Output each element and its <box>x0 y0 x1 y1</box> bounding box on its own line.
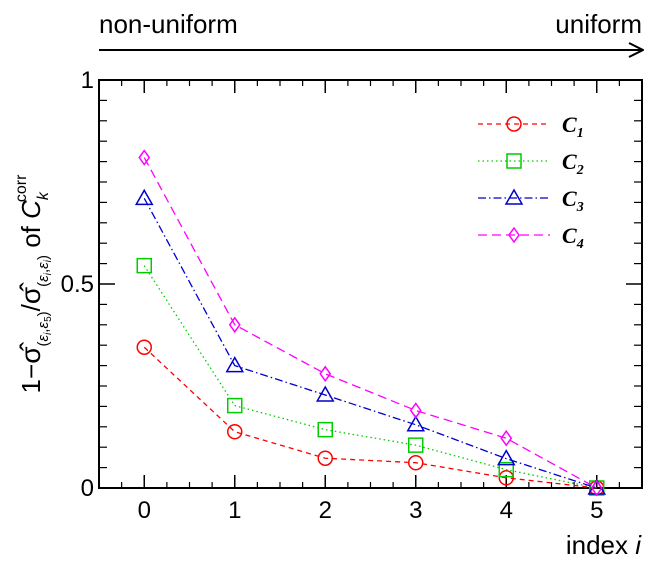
series-C1 <box>136 339 605 496</box>
legend-entry-C1: C1 <box>478 112 584 141</box>
x-axis-label: index i <box>566 530 642 560</box>
legend-label: C2 <box>562 149 584 178</box>
legend: C1 C2 C3 C4 <box>478 112 584 252</box>
y-tick-label: 1 <box>81 67 94 94</box>
data-point <box>408 454 424 471</box>
legend-label: C3 <box>562 186 584 215</box>
x-tick-label: 2 <box>319 497 332 524</box>
data-point <box>317 450 333 466</box>
plot-frame <box>98 79 643 489</box>
legend-label: C1 <box>562 112 584 141</box>
series-line <box>143 157 598 489</box>
legend-marker <box>506 153 522 169</box>
data-point <box>317 421 333 438</box>
data-point <box>319 365 332 383</box>
series-line <box>143 346 597 489</box>
y-axis-label: 1−σ̂(εi,ε5)/σ̂(εi,εi) of Ckcorr <box>13 174 54 394</box>
data-point <box>498 461 514 478</box>
legend-label: C4 <box>562 223 584 252</box>
legend-marker <box>508 226 520 244</box>
data-point <box>315 385 335 402</box>
axes: 0 1 2 3 4 5 0 0.5 1 <box>61 67 643 524</box>
data-point <box>228 316 241 334</box>
x-tick-label: 4 <box>500 497 513 524</box>
data-point <box>136 339 152 355</box>
data-point <box>138 149 151 166</box>
y-tick-label: 0.5 <box>61 271 94 298</box>
series-C2 <box>136 257 605 496</box>
series-C4 <box>138 149 603 497</box>
data-point <box>496 449 516 466</box>
data-point <box>409 402 422 419</box>
arrow-left-label: non-uniform <box>99 9 238 39</box>
data-point <box>408 437 424 453</box>
y-tick-label: 0 <box>81 475 94 502</box>
data-point <box>227 397 243 414</box>
series-line <box>143 198 597 489</box>
series-C3 <box>134 188 607 495</box>
x-tick-label: 3 <box>409 497 422 524</box>
x-tick-label: 1 <box>228 497 241 524</box>
series-line <box>143 265 597 489</box>
legend-entry-C2: C2 <box>478 149 584 178</box>
data-point <box>590 479 603 497</box>
data-point <box>498 470 514 486</box>
data-point <box>134 188 154 206</box>
data-point <box>227 423 243 440</box>
data-point <box>225 356 245 373</box>
legend-entry-C4: C4 <box>478 223 584 252</box>
svg-text:1−σ̂(εi,ε5)/σ̂(εi,εi) of Ckcor: 1−σ̂(εi,ε5)/σ̂(εi,εi) of Ckcorr <box>13 174 54 394</box>
legend-marker <box>506 116 522 132</box>
x-tick-label: 5 <box>590 497 603 524</box>
data-point <box>406 415 426 432</box>
legend-entry-C3: C3 <box>478 186 584 215</box>
x-tick-label: 0 <box>138 497 151 524</box>
data-point <box>136 257 152 274</box>
legend-marker <box>504 188 524 205</box>
series-layer <box>134 149 607 497</box>
direction-arrow: non-uniform uniform <box>99 9 643 50</box>
arrow-right-label: uniform <box>555 9 642 39</box>
data-point <box>500 429 513 447</box>
